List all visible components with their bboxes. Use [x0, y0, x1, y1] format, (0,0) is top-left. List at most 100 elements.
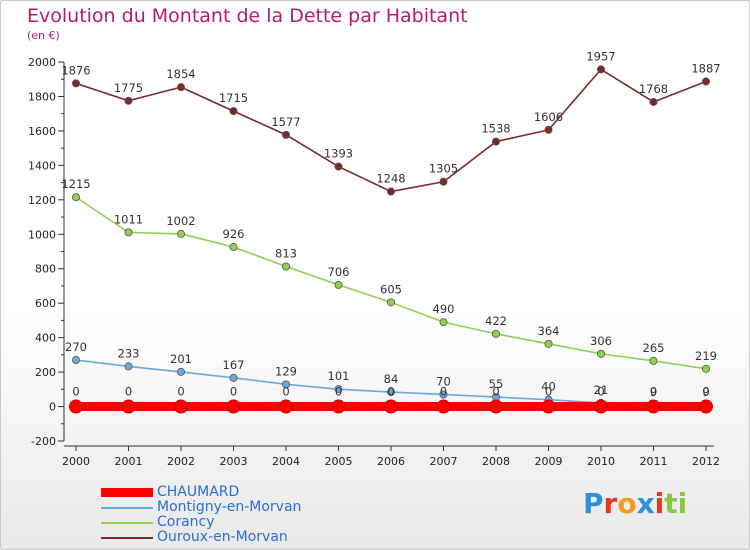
data-point — [334, 280, 343, 289]
data-point — [176, 83, 185, 92]
x-tick-label: 2000 — [62, 455, 90, 468]
data-label: 1248 — [376, 172, 405, 186]
data-point — [386, 298, 395, 307]
data-point — [229, 243, 238, 252]
data-label: 40 — [541, 380, 556, 394]
data-point — [594, 399, 608, 414]
legend-item: CHAUMARD — [101, 485, 301, 500]
data-labels-layer: 0 0 0 0 0 0 0 0 0 0 0 0 0 270 233 201 167 129 101 84 70 55 40 2… — [61, 49, 720, 399]
data-label: 1538 — [481, 122, 510, 136]
data-label: 55 — [489, 377, 504, 391]
data-label: 0 — [492, 385, 499, 399]
data-point — [649, 97, 658, 106]
data-point — [331, 399, 346, 414]
data-point — [436, 399, 451, 414]
legend-swatch — [101, 536, 153, 539]
data-label: 0 — [72, 385, 79, 399]
data-label: 1606 — [534, 110, 563, 124]
data-point — [72, 193, 81, 202]
series-layer — [69, 65, 713, 414]
logo-letter: P — [583, 487, 604, 520]
data-point — [702, 364, 711, 373]
data-point — [72, 356, 81, 365]
data-label: 0 — [545, 385, 552, 399]
legend-label: Montigny-en-Morvan — [157, 499, 302, 515]
data-label: 9 — [650, 385, 657, 399]
x-tick-label: 2002 — [167, 455, 195, 468]
data-point — [439, 390, 448, 399]
data-point — [124, 96, 133, 105]
proxiti-logo: Proxiti — [583, 487, 687, 520]
legend-swatch — [101, 521, 153, 524]
data-point — [439, 177, 448, 186]
data-point — [386, 187, 395, 196]
data-label: 219 — [695, 349, 717, 363]
data-label: 201 — [170, 352, 192, 366]
chart-axes: -200020040060080010001200140016001800200… — [28, 56, 720, 468]
data-point — [229, 373, 238, 382]
data-point — [281, 262, 290, 271]
data-label: 1876 — [61, 63, 90, 77]
x-tick-label: 2004 — [272, 455, 300, 468]
legend-label: Ouroux-en-Morvan — [157, 529, 288, 545]
data-label: 306 — [590, 334, 612, 348]
logo-letter: o — [617, 487, 637, 520]
data-label: 0 — [335, 385, 342, 399]
data-point — [121, 399, 136, 414]
legend-item: Ouroux-en-Morvan — [101, 530, 301, 545]
legend-label: CHAUMARD — [157, 484, 240, 500]
logo-letter: t — [664, 487, 678, 520]
data-label: 0 — [597, 385, 604, 399]
data-label: 1393 — [324, 147, 353, 161]
data-point — [646, 399, 661, 414]
data-label: 1011 — [114, 212, 143, 226]
data-label: 84 — [384, 372, 399, 386]
chart-legend: CHAUMARD Montigny-en-Morvan Corancy Ouroux-… — [101, 485, 301, 545]
x-tick-label: 2010 — [587, 455, 615, 468]
data-point — [544, 125, 553, 134]
data-label: 101 — [328, 369, 350, 383]
data-label: 0 — [125, 385, 132, 399]
data-point — [229, 107, 238, 116]
data-point — [597, 65, 606, 74]
data-point — [279, 399, 293, 414]
data-label: 1002 — [166, 214, 195, 228]
data-point — [124, 362, 133, 371]
data-point — [384, 399, 398, 414]
data-label: 0 — [387, 385, 394, 399]
data-point — [281, 130, 290, 139]
data-label: 167 — [223, 358, 245, 372]
data-point — [386, 388, 395, 397]
y-tick-label: -200 — [31, 435, 56, 448]
data-label: 1957 — [586, 49, 615, 63]
logo-letter: x — [636, 487, 655, 520]
x-tick-label: 2005 — [325, 455, 353, 468]
x-tick-label: 2012 — [692, 455, 720, 468]
series-corancy — [72, 193, 711, 373]
data-point — [597, 349, 606, 358]
data-label: 0 — [702, 385, 709, 399]
data-point — [439, 318, 448, 327]
data-label: 0 — [230, 385, 237, 399]
data-label: 21 — [594, 383, 609, 397]
data-point — [176, 229, 185, 238]
y-tick-label: 1000 — [28, 228, 56, 241]
data-label: 70 — [436, 374, 451, 388]
logo-letter: r — [603, 487, 618, 520]
y-tick-label: 1600 — [28, 125, 56, 138]
y-tick-label: 1200 — [28, 194, 56, 207]
data-label: 1305 — [429, 162, 458, 176]
x-tick-label: 2009 — [535, 455, 563, 468]
data-point — [702, 77, 711, 86]
x-tick-label: 2011 — [640, 455, 668, 468]
legend-label: Corancy — [157, 514, 215, 530]
data-label: 490 — [433, 302, 455, 316]
legend-swatch — [101, 506, 153, 509]
data-label: 270 — [65, 340, 87, 354]
data-label: 422 — [485, 314, 507, 328]
data-point — [541, 399, 556, 414]
x-tick-label: 2003 — [220, 455, 248, 468]
series-chaumard — [69, 399, 713, 414]
